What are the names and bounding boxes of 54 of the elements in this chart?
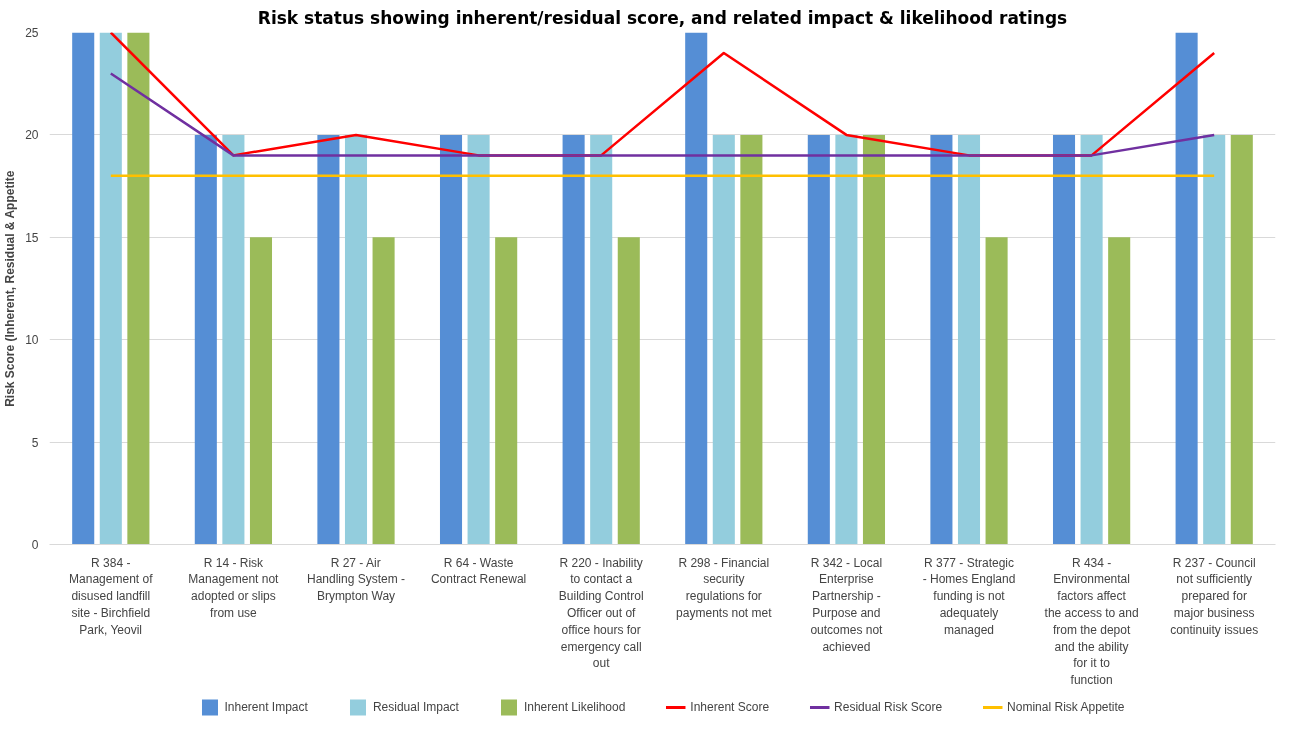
chart-title: Risk status showing inherent/residual score, and related impact & likelihood ratings bbox=[257, 7, 1068, 28]
bar bbox=[249, 237, 273, 545]
bar bbox=[985, 237, 1008, 545]
y-tick-label: 5 bbox=[31, 435, 39, 450]
bar bbox=[372, 237, 395, 545]
x-tick-label: R 237 - Council not sufficiently prepared for major business continuity issues bbox=[1170, 555, 1259, 637]
bar bbox=[439, 134, 463, 545]
bar bbox=[1175, 32, 1198, 545]
x-tick-label: R 342 - Local Enterprise Partnership - Purpose and outcomes not achieved bbox=[810, 555, 884, 654]
bar bbox=[99, 32, 122, 545]
x-tick-label: R 64 - Waste Contract Renewal bbox=[430, 555, 527, 587]
bar bbox=[1230, 134, 1253, 545]
bar bbox=[862, 134, 886, 545]
bar bbox=[495, 237, 518, 545]
y-tick-label: 15 bbox=[25, 230, 39, 245]
y-tick-label: 10 bbox=[25, 333, 39, 348]
bar bbox=[222, 134, 245, 545]
bar bbox=[562, 134, 585, 545]
x-tick-label: R 298 - Financial security regulations for payments not met bbox=[676, 555, 773, 620]
x-tick-label: R 434 - Environmental factors affect the access to and from the depot and the ability for it to function bbox=[1044, 555, 1139, 688]
x-tick-label: R 14 - Risk Management not adopted or slips from use bbox=[188, 555, 280, 620]
x-tick-label: R 377 - Strategic - Homes England funding is not adequately managed bbox=[922, 555, 1016, 637]
y-tick-label: 0 bbox=[31, 538, 39, 552]
bar bbox=[1203, 134, 1226, 545]
bar bbox=[930, 134, 953, 545]
x-tick-label: R 384 - Management of disused landfill site - Birchfield Park, Yeovil bbox=[69, 555, 154, 637]
legend-label: Residual Risk Score bbox=[834, 700, 943, 714]
bar bbox=[1108, 237, 1131, 545]
bar bbox=[835, 134, 858, 545]
bar bbox=[957, 134, 981, 545]
bar bbox=[127, 32, 150, 545]
legend-label: Inherent Impact bbox=[224, 700, 308, 714]
bar bbox=[807, 134, 830, 545]
y-tick-label: 20 bbox=[25, 128, 39, 143]
bar bbox=[72, 32, 95, 545]
legend-label: Nominal Risk Appetite bbox=[1007, 700, 1125, 714]
x-tick-label: R 220 - Inability to contact a Building Control Officer out of office hours for emergency call out bbox=[558, 555, 644, 671]
bar bbox=[1080, 134, 1103, 545]
y-tick-label: 25 bbox=[25, 26, 39, 40]
x-tick-label: R 27 - Air Handling System - Brympton Way bbox=[306, 555, 406, 604]
bar bbox=[344, 134, 368, 545]
bar bbox=[617, 237, 640, 545]
y-axis-title: Risk Score (Inherent, Residual & Appetite bbox=[3, 170, 18, 407]
bar bbox=[740, 134, 763, 545]
bar bbox=[590, 134, 613, 545]
bar bbox=[467, 134, 490, 545]
legend-label: Inherent Score bbox=[690, 700, 770, 714]
bar bbox=[685, 32, 708, 545]
legend-label: Residual Impact bbox=[372, 700, 459, 714]
bar bbox=[194, 134, 217, 545]
legend-label: Inherent Likelihood bbox=[523, 700, 626, 714]
bar bbox=[317, 134, 340, 545]
bar bbox=[1052, 134, 1076, 545]
bar bbox=[712, 134, 735, 545]
